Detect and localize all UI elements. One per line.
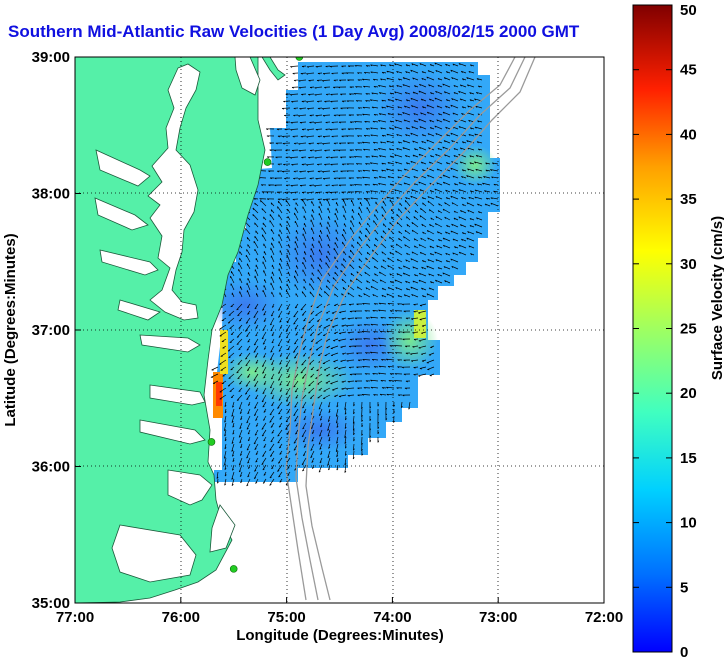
colorbar-tick-label: 10 xyxy=(680,515,697,532)
grid-lines xyxy=(75,57,604,603)
colorbar-tick-label: 45 xyxy=(680,62,697,79)
velocity-field xyxy=(207,62,500,487)
colorbar-tick-label: 50 xyxy=(680,2,697,19)
y-tick-label: 39:00 xyxy=(32,49,70,66)
velocity-vectors xyxy=(210,62,499,487)
y-tick-label: 35:00 xyxy=(32,595,70,612)
station-marker xyxy=(295,57,304,61)
y-axis-ticks: 39:00 38:00 37:00 36:00 35:00 xyxy=(32,49,81,612)
x-axis-label: Longitude (Degrees:Minutes) xyxy=(236,627,444,644)
vector-arrows xyxy=(210,62,499,487)
colorbar-tick-label: 25 xyxy=(680,321,697,338)
plot-area xyxy=(75,57,604,603)
radar-stations xyxy=(207,57,304,573)
station-marker xyxy=(229,565,238,573)
bathymetry-contours xyxy=(285,57,536,601)
map-title: Southern Mid-Atlantic Raw Velocities (1 … xyxy=(8,22,580,41)
y-tick-label: 36:00 xyxy=(32,459,70,476)
x-axis-ticks: 77:00 76:00 75:00 74:00 73:00 72:00 xyxy=(56,597,623,626)
colorbar-tick-label: 35 xyxy=(680,191,697,208)
x-tick-label: 74:00 xyxy=(373,609,411,626)
colorbar: 0 5 10 15 20 25 30 35 40 45 50 Surface Velocity (c… xyxy=(632,2,724,659)
x-tick-label: 75:00 xyxy=(267,609,305,626)
colorbar-tick-label: 5 xyxy=(680,579,688,596)
colorbar-tick-label: 40 xyxy=(680,126,697,143)
colorbar-ticks: 0 5 10 15 20 25 30 35 40 45 50 xyxy=(633,2,697,659)
station-marker xyxy=(263,158,272,166)
delaware-bay xyxy=(234,57,261,96)
x-tick-label: 77:00 xyxy=(56,609,94,626)
colorbar-tick-label: 0 xyxy=(680,644,688,659)
land-mass xyxy=(75,57,286,603)
colorbar-tick-label: 20 xyxy=(680,385,697,402)
x-tick-label: 76:00 xyxy=(162,609,200,626)
y-tick-label: 38:00 xyxy=(32,186,70,203)
colorbar-gradient xyxy=(632,4,673,653)
chesapeake-bay xyxy=(94,63,236,583)
colorbar-tick-label: 15 xyxy=(680,450,697,467)
colorbar-label: Surface Velocity (cm/s) xyxy=(709,216,724,380)
y-axis-label: Latitude (Degrees:Minutes) xyxy=(2,233,19,426)
y-tick-label: 37:00 xyxy=(32,322,70,339)
x-tick-label: 73:00 xyxy=(479,609,517,626)
x-tick-label: 72:00 xyxy=(585,609,623,626)
colorbar-tick-label: 30 xyxy=(680,256,697,273)
station-marker xyxy=(207,438,216,446)
